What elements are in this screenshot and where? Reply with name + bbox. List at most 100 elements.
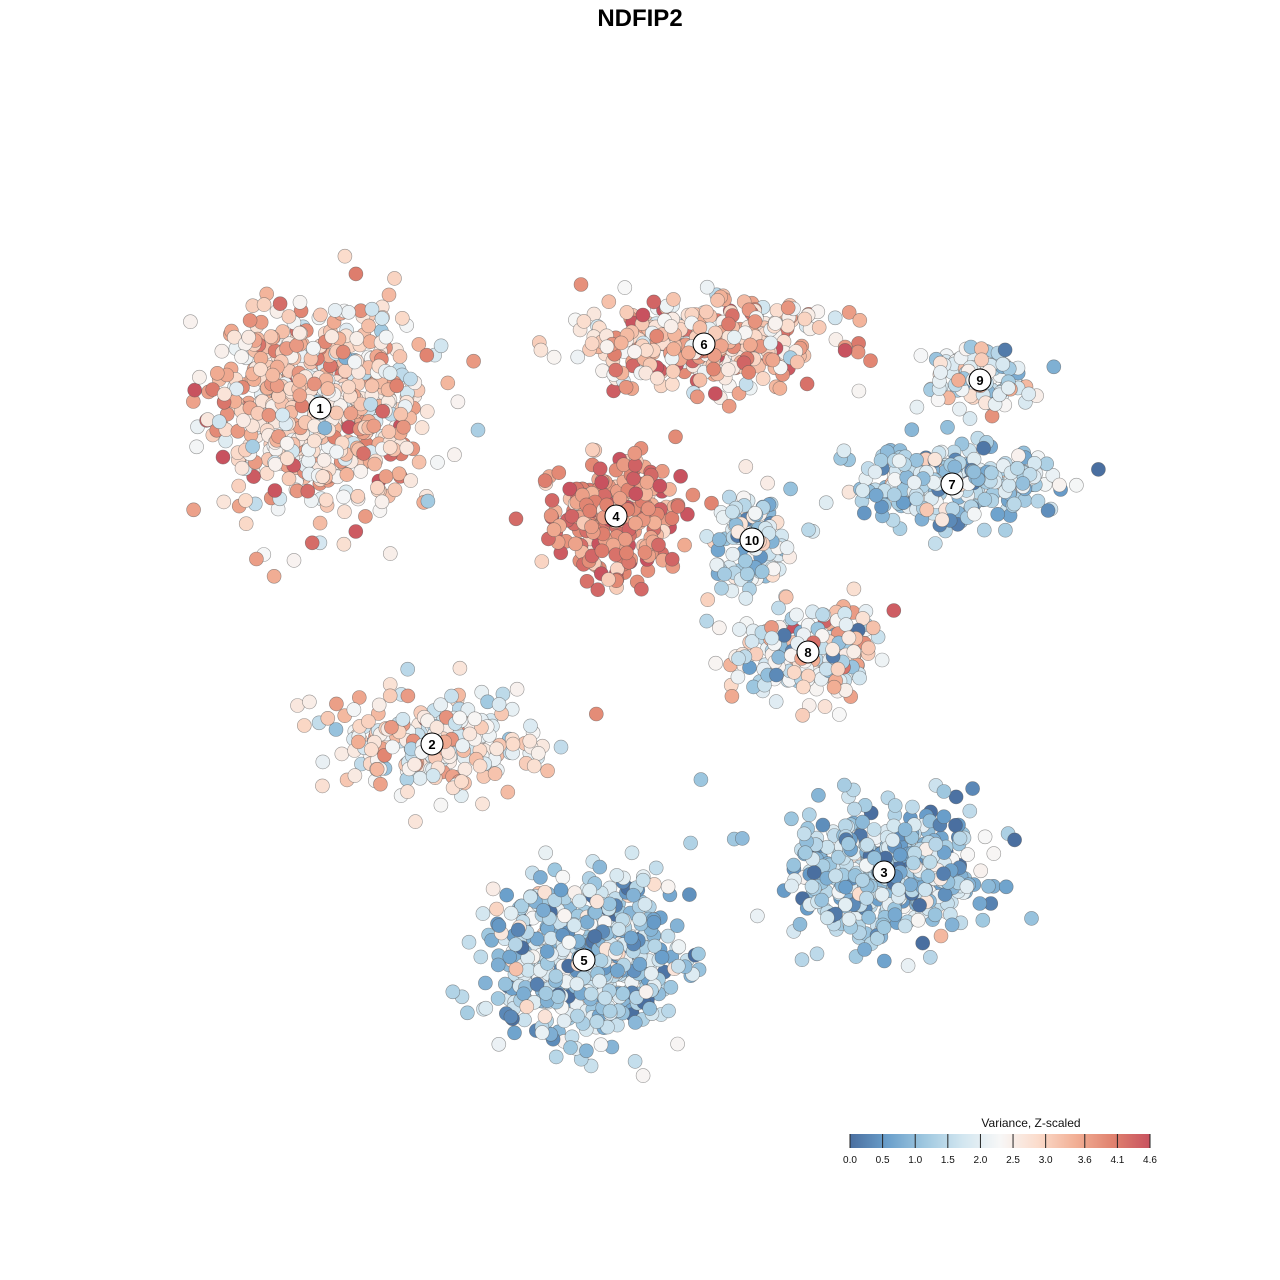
- scatter-point: [711, 620, 727, 636]
- scatter-point: [887, 907, 903, 923]
- scatter-point: [647, 938, 663, 954]
- scatter-point: [866, 822, 882, 837]
- cluster-label-text: 3: [880, 865, 887, 880]
- scatter-point: [1030, 493, 1046, 509]
- scatter-point: [836, 777, 852, 793]
- scatter-point: [951, 372, 966, 388]
- scatter-point: [905, 855, 921, 871]
- scatter-point: [1015, 476, 1031, 491]
- scatter-point: [538, 845, 554, 861]
- scatter-point: [217, 386, 232, 402]
- scatter-point: [1052, 477, 1067, 493]
- scatter-point: [700, 592, 716, 608]
- scatter-point: [780, 300, 796, 316]
- scatter-point: [1069, 477, 1084, 493]
- scatter-point: [236, 413, 251, 428]
- colorbar-gradient: [850, 1134, 1150, 1148]
- scatter-point: [874, 652, 890, 668]
- scatter-point: [296, 718, 312, 733]
- scatter-point: [485, 881, 501, 897]
- scatter-point: [564, 508, 580, 524]
- scatter-point: [358, 509, 373, 524]
- scatter-point: [651, 537, 666, 553]
- scatter-point: [378, 329, 394, 345]
- scatter-point: [721, 398, 737, 414]
- scatter-point: [977, 829, 993, 845]
- scatter-point: [526, 758, 542, 774]
- scatter-point: [523, 718, 538, 734]
- scatter-point: [815, 817, 831, 833]
- scatter-point: [632, 911, 647, 927]
- scatter-point: [292, 294, 308, 310]
- scatter-point: [863, 353, 878, 369]
- scatter-point: [433, 338, 449, 354]
- scatter-point: [618, 379, 634, 395]
- scatter-point: [430, 455, 445, 470]
- scatter-point: [334, 746, 350, 762]
- scatter-point: [347, 354, 363, 370]
- scatter-point: [900, 958, 916, 973]
- scatter-point: [763, 335, 778, 351]
- scatter-point: [382, 440, 398, 455]
- scatter-point: [885, 832, 901, 848]
- scatter-point: [754, 564, 770, 579]
- scatter-point: [537, 1009, 553, 1024]
- scatter-point: [818, 495, 834, 511]
- scatter-point: [891, 882, 906, 897]
- scatter-point: [227, 329, 242, 345]
- scatter-point: [381, 287, 397, 303]
- scatter-point: [216, 494, 232, 510]
- scatter-point: [623, 930, 639, 946]
- scatter-point: [579, 573, 595, 589]
- cluster-label: 1: [308, 396, 332, 420]
- scatter-point: [677, 537, 692, 553]
- scatter-point: [584, 519, 599, 535]
- scatter-point: [407, 757, 422, 772]
- scatter-point: [852, 670, 867, 686]
- scatter-point: [661, 1003, 676, 1019]
- scatter-point: [588, 706, 604, 722]
- scatter-point: [814, 892, 830, 908]
- scatter-point: [976, 440, 991, 456]
- scatter-point: [642, 1001, 658, 1016]
- scatter-point: [445, 984, 461, 1000]
- scatter-point: [627, 344, 642, 360]
- scatter-point: [348, 524, 364, 539]
- scatter-point: [320, 710, 336, 726]
- scatter-point: [267, 456, 283, 472]
- scatter-point: [847, 801, 862, 817]
- scatter-point: [786, 857, 802, 873]
- scatter-point: [403, 473, 419, 488]
- scatter-point: [887, 798, 903, 813]
- scatter-point: [490, 991, 506, 1006]
- scatter-point: [353, 464, 369, 479]
- scatter-point: [983, 465, 999, 481]
- scatter-point: [794, 952, 810, 968]
- scatter-point: [403, 371, 418, 387]
- scatter-point: [717, 566, 732, 582]
- scatter-point: [860, 640, 876, 656]
- scatter-point: [304, 535, 320, 551]
- scatter-point: [720, 362, 736, 377]
- scatter-point: [859, 837, 875, 853]
- scatter-point: [592, 973, 607, 989]
- scatter-point: [347, 768, 363, 783]
- scatter-point: [768, 694, 784, 709]
- cluster-label: 2: [420, 732, 444, 756]
- scatter-point: [514, 898, 529, 914]
- scatter-point: [856, 505, 872, 521]
- scatter-point: [648, 860, 664, 876]
- scatter-point: [289, 338, 304, 353]
- scatter-point: [408, 814, 423, 829]
- scatter-point: [374, 310, 390, 326]
- scatter-point: [499, 887, 515, 903]
- scatter-point: [817, 699, 833, 714]
- scatter-point: [997, 342, 1013, 358]
- scatter-point: [400, 784, 415, 800]
- scatter-point: [1006, 496, 1022, 512]
- scatter-point: [348, 266, 364, 282]
- scatter-point: [572, 893, 587, 909]
- scatter-point: [998, 879, 1014, 895]
- cluster-label-text: 6: [700, 337, 707, 352]
- scatter-point: [664, 376, 680, 392]
